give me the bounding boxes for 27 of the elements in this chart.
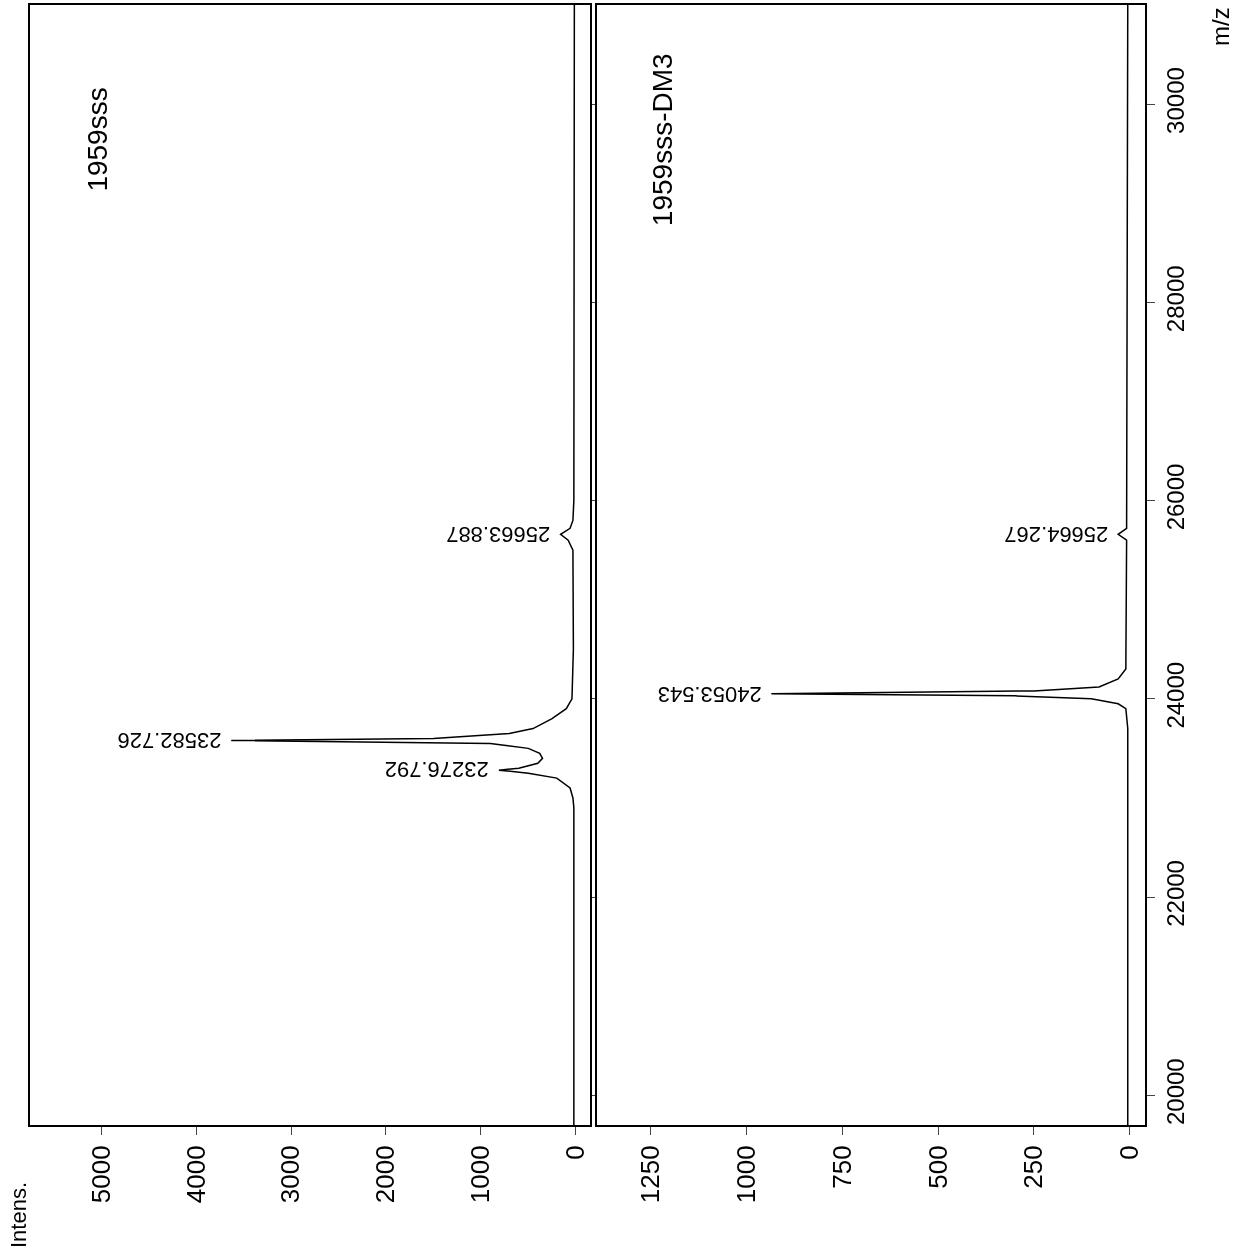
x-tick-label: 750 [826, 1145, 857, 1189]
y-tick-label: 30000 [1161, 67, 1189, 134]
x-tick-label: 2000 [370, 1145, 401, 1204]
annotation: 23276.792 [384, 757, 489, 783]
x-tick-label: 5000 [85, 1145, 116, 1204]
annotation: 25664.267 [1004, 521, 1109, 547]
annotation: 24053.543 [657, 681, 762, 707]
x-tick-label: 1000 [730, 1145, 761, 1204]
text: 1959sss-DM3 [647, 53, 679, 227]
text: 1959sss [81, 87, 113, 192]
text: Intens. [6, 1181, 31, 1248]
y-tick-label: 28000 [1161, 265, 1189, 333]
x-tick-label: 4000 [180, 1145, 211, 1204]
y-tick-label: 26000 [1161, 463, 1189, 531]
y-tick-label: 24000 [1161, 661, 1189, 729]
x-tick-label: 250 [1018, 1145, 1049, 1189]
x-tick-label: 0 [560, 1145, 591, 1160]
y-axis-title: m/z [1207, 7, 1233, 46]
y-tick-label: 22000 [1161, 860, 1189, 927]
annotation: 25663.887 [446, 521, 551, 547]
x-tick-label: 0 [1114, 1145, 1145, 1160]
x-tick-label: 3000 [275, 1145, 306, 1204]
x-tick-label: 1000 [465, 1145, 496, 1204]
x-tick-label: 1250 [635, 1145, 666, 1204]
x-tick-label: 500 [922, 1145, 953, 1189]
y-tick-label: 20000 [1161, 1058, 1189, 1126]
annotation: 23582.726 [117, 727, 222, 753]
